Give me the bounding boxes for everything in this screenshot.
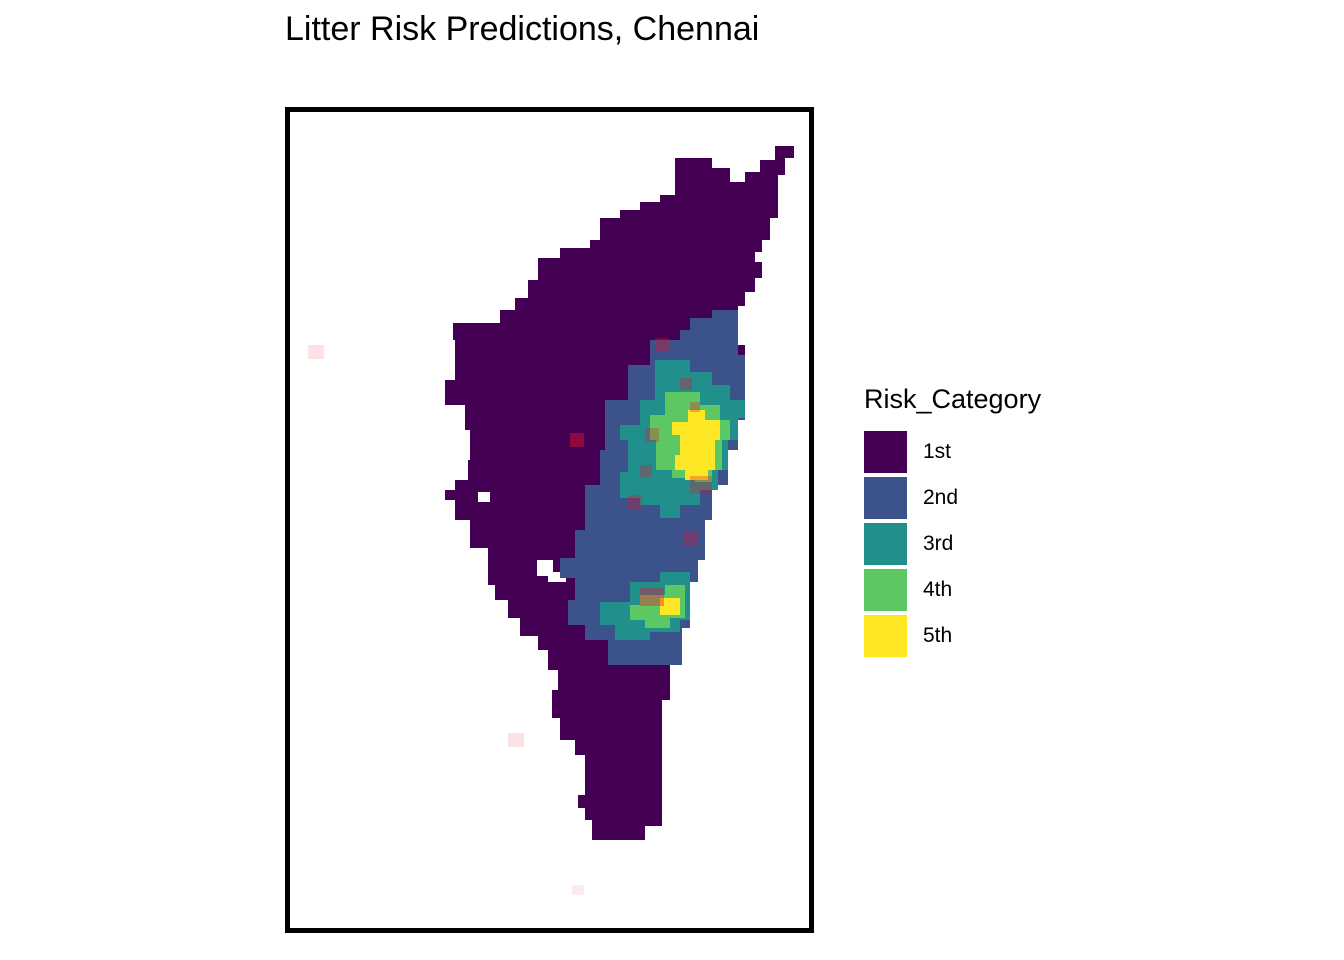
risk-zone-5th xyxy=(660,410,720,615)
legend-label: 2nd xyxy=(923,486,959,509)
legend-item-1st: 1st xyxy=(864,429,1041,475)
legend-swatch xyxy=(864,431,907,473)
legend: Risk_Category 1st 2nd 3rd 4th 5th xyxy=(864,384,1041,659)
legend-label: 5th xyxy=(923,624,953,647)
legend-item-2nd: 2nd xyxy=(864,475,1041,521)
legend-title: Risk_Category xyxy=(864,384,1042,414)
legend-label: 1st xyxy=(923,440,952,463)
legend-swatch xyxy=(864,569,907,611)
legend-label: 4th xyxy=(923,578,953,601)
litter-points xyxy=(308,338,712,895)
legend-item-4th: 4th xyxy=(864,567,1041,613)
map-title: Litter Risk Predictions, Chennai xyxy=(285,10,760,48)
legend-label: 3rd xyxy=(923,532,954,555)
legend-swatch xyxy=(864,523,907,565)
legend-swatch xyxy=(864,615,907,657)
legend-swatch xyxy=(864,477,907,519)
legend-item-5th: 5th xyxy=(864,613,1041,659)
legend-item-3rd: 3rd xyxy=(864,521,1041,567)
